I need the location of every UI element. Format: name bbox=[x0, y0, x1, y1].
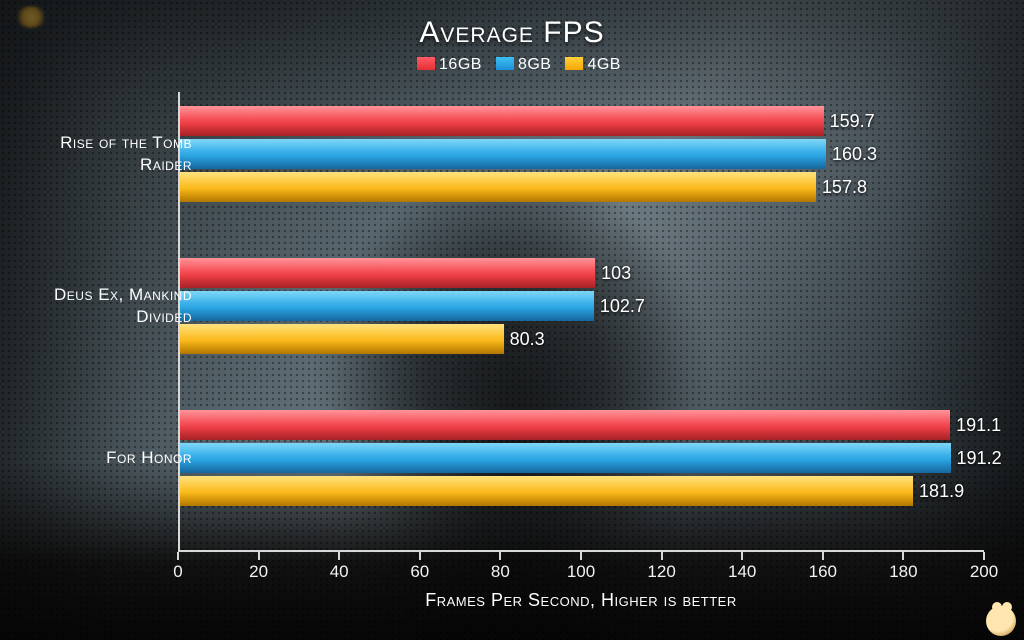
x-tick bbox=[741, 552, 743, 560]
legend-swatch-8gb bbox=[496, 57, 514, 70]
bar-value: 160.3 bbox=[832, 139, 877, 169]
x-axis-label: Frames Per Second, Higher is better bbox=[178, 590, 984, 611]
bar-value: 191.2 bbox=[957, 443, 1002, 473]
category-label: For Honor bbox=[22, 447, 192, 469]
x-tick-label: 20 bbox=[249, 562, 268, 582]
chart-stage: Average FPS 16GB 8GB 4GB Frames Per Second… bbox=[0, 0, 1024, 640]
bar bbox=[180, 476, 913, 506]
legend-label-8gb: 8GB bbox=[518, 56, 552, 73]
bar bbox=[180, 258, 595, 288]
bar bbox=[180, 324, 504, 354]
bar bbox=[180, 106, 824, 136]
x-tick bbox=[177, 552, 179, 560]
x-tick bbox=[419, 552, 421, 560]
x-tick bbox=[983, 552, 985, 560]
legend-swatch-16gb bbox=[417, 57, 435, 70]
x-tick-label: 60 bbox=[410, 562, 429, 582]
bar-value: 103 bbox=[601, 258, 631, 288]
bar-value: 157.8 bbox=[822, 172, 867, 202]
bar bbox=[180, 172, 816, 202]
x-tick-label: 40 bbox=[330, 562, 349, 582]
x-tick-label: 200 bbox=[970, 562, 998, 582]
category-label: Deus Ex, MankindDivided bbox=[22, 284, 192, 328]
legend-swatch-4gb bbox=[565, 57, 583, 70]
x-tick-label: 120 bbox=[647, 562, 675, 582]
bar-value: 159.7 bbox=[830, 106, 875, 136]
category-label: Rise of the TombRaider bbox=[22, 132, 192, 176]
x-tick bbox=[580, 552, 582, 560]
bar-value: 181.9 bbox=[919, 476, 964, 506]
bar-value: 102.7 bbox=[600, 291, 645, 321]
x-tick-label: 0 bbox=[173, 562, 182, 582]
bar-value: 80.3 bbox=[510, 324, 545, 354]
x-tick-label: 160 bbox=[809, 562, 837, 582]
x-tick bbox=[822, 552, 824, 560]
x-tick bbox=[258, 552, 260, 560]
plot-area: Frames Per Second, Higher is better 0204… bbox=[178, 92, 984, 552]
bar bbox=[180, 291, 594, 321]
x-tick bbox=[499, 552, 501, 560]
x-tick bbox=[902, 552, 904, 560]
bar bbox=[180, 139, 826, 169]
bar bbox=[180, 443, 951, 473]
x-tick-label: 140 bbox=[728, 562, 756, 582]
x-tick-label: 180 bbox=[889, 562, 917, 582]
x-tick bbox=[338, 552, 340, 560]
x-tick-label: 100 bbox=[567, 562, 595, 582]
bar bbox=[180, 410, 950, 440]
x-tick-label: 80 bbox=[491, 562, 510, 582]
x-tick bbox=[661, 552, 663, 560]
legend: 16GB 8GB 4GB bbox=[0, 56, 1024, 74]
legend-label-16gb: 16GB bbox=[439, 56, 482, 73]
chart-title: Average FPS bbox=[0, 16, 1024, 50]
mascot-icon bbox=[986, 606, 1016, 636]
bar-value: 191.1 bbox=[956, 410, 1001, 440]
legend-label-4gb: 4GB bbox=[587, 56, 621, 73]
